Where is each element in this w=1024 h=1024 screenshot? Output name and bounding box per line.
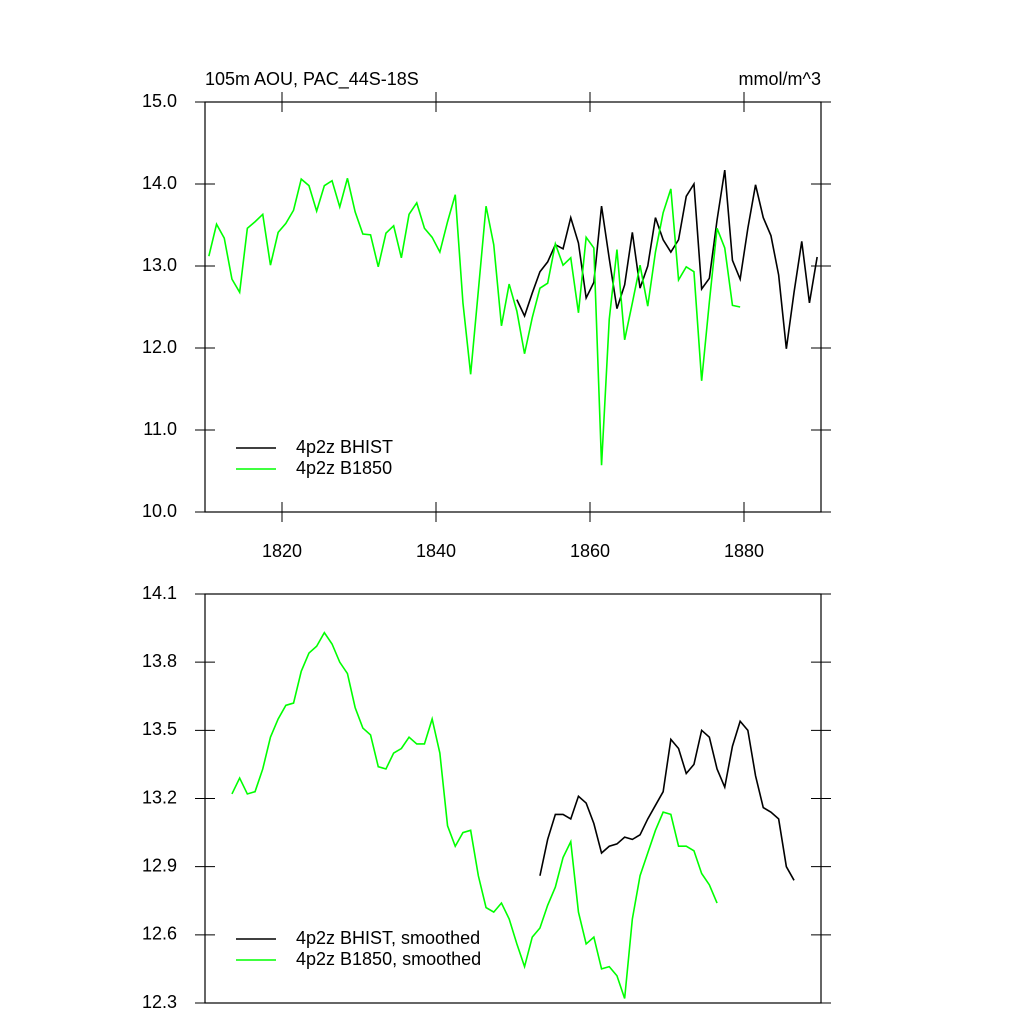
legend-label: 4p2z B1850, smoothed [296,949,481,969]
series-line [516,169,818,349]
y-tick-label: 13.8 [142,651,177,671]
series-line [539,719,795,881]
plot-frame [204,101,822,513]
y-tick-label: 12.9 [142,855,177,875]
units-label: mmol/m^3 [739,69,821,89]
chart-title: 105m AOU, PAC_44S-18S [205,69,419,90]
x-tick-label: 1840 [416,541,456,561]
y-tick-label: 13.2 [142,787,177,807]
legend-label: 4p2z BHIST [296,437,393,457]
y-tick-label: 14.0 [142,173,177,193]
x-tick-label: 1860 [570,541,610,561]
y-tick-label: 12.6 [142,924,177,944]
legend-label: 4p2z B1850 [296,458,392,478]
series-line [208,177,741,466]
y-tick-label: 13.5 [142,719,177,739]
y-tick-label: 10.0 [142,501,177,521]
x-tick-label: 1880 [724,541,764,561]
x-tick-label: 1820 [262,541,302,561]
legend-label: 4p2z BHIST, smoothed [296,928,480,948]
y-tick-label: 15.0 [142,91,177,111]
y-tick-label: 13.0 [142,255,177,275]
y-tick-label: 11.0 [143,419,177,439]
y-tick-label: 14.1 [142,583,177,603]
series-line [231,631,718,999]
y-tick-label: 12.3 [142,992,177,1012]
y-tick-label: 12.0 [142,337,177,357]
